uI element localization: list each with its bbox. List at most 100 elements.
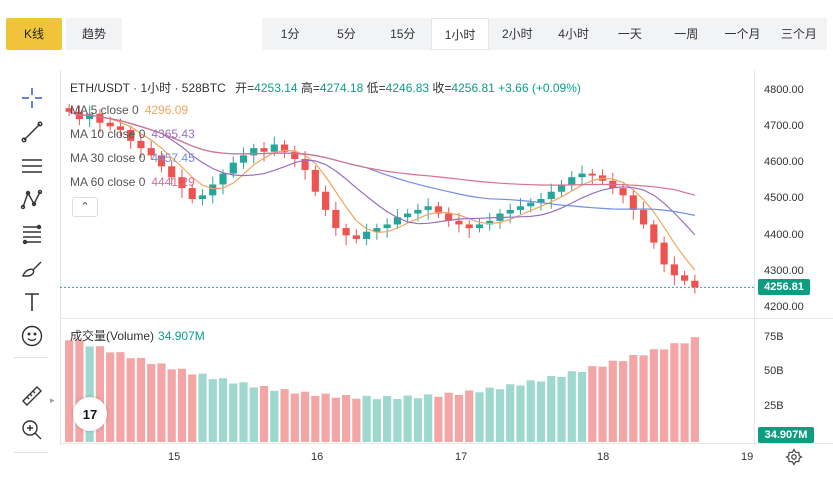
ma-line-60 bbox=[68, 111, 696, 196]
interval-2h[interactable]: 2小时 bbox=[501, 27, 533, 41]
volume-bar bbox=[126, 358, 135, 442]
volume-bar bbox=[454, 394, 464, 442]
candle-body bbox=[578, 173, 586, 178]
pattern-icon[interactable] bbox=[18, 186, 46, 214]
volume-bar bbox=[598, 366, 607, 442]
chart-area[interactable] bbox=[60, 70, 833, 445]
candle-body bbox=[445, 213, 453, 221]
volume-bar bbox=[259, 385, 269, 442]
volume-bar bbox=[372, 399, 381, 442]
tab-trend[interactable]: 趋势 bbox=[66, 18, 122, 50]
open-value: 4253.14 bbox=[254, 81, 298, 95]
candle-body bbox=[660, 242, 668, 265]
volume-bar bbox=[680, 343, 689, 442]
candle-body bbox=[332, 209, 340, 229]
volume-bar bbox=[75, 340, 84, 442]
volume-bar bbox=[424, 394, 433, 442]
volume-bar bbox=[239, 382, 248, 442]
text-icon[interactable] bbox=[18, 288, 46, 316]
volume-bar bbox=[516, 385, 525, 442]
interval-1h[interactable]: 1小时 bbox=[430, 18, 490, 50]
candle-body bbox=[209, 184, 217, 196]
interval-4h[interactable]: 4小时 bbox=[558, 27, 589, 41]
candle-body bbox=[137, 140, 145, 149]
ruler-icon[interactable] bbox=[18, 382, 46, 410]
volume-bar bbox=[198, 373, 207, 442]
date-tick: 15 bbox=[168, 451, 181, 463]
interval-1mo[interactable]: 一个月 bbox=[724, 27, 761, 41]
candle-body bbox=[301, 159, 309, 170]
candle-body bbox=[352, 235, 360, 239]
emoji-icon[interactable] bbox=[18, 322, 46, 350]
volume-bar bbox=[434, 396, 443, 442]
brush-icon[interactable] bbox=[18, 254, 46, 282]
candle-body bbox=[404, 213, 412, 218]
tab-kline[interactable]: K线 bbox=[6, 18, 62, 50]
interval-15m[interactable]: 15分 bbox=[390, 27, 416, 41]
horizontal-lines-icon[interactable] bbox=[18, 152, 46, 180]
fib-retracement-icon[interactable] bbox=[18, 220, 46, 248]
drawing-toolbar: ▸ bbox=[0, 70, 60, 470]
collapse-legend-button[interactable]: ⌃ bbox=[72, 197, 98, 217]
candle-body bbox=[486, 220, 494, 225]
volume-bar bbox=[639, 355, 648, 442]
chart-mode-tabs: K线 趋势 bbox=[6, 18, 122, 50]
gear-icon[interactable] bbox=[785, 448, 803, 466]
candle-body bbox=[475, 224, 484, 229]
crosshair-icon[interactable] bbox=[18, 84, 46, 112]
volume-bar bbox=[341, 395, 351, 442]
volume-tick: 75B bbox=[764, 331, 784, 343]
candle-body bbox=[383, 224, 391, 229]
candle-body bbox=[619, 188, 627, 196]
ma5-label: MA 5 close 0 bbox=[70, 103, 139, 117]
ma10-value: 4365.43 bbox=[151, 127, 195, 141]
zoom-in-icon[interactable] bbox=[18, 416, 46, 444]
pane-divider bbox=[60, 318, 833, 319]
volume-bar bbox=[536, 381, 546, 442]
interval-1w[interactable]: 一周 bbox=[674, 27, 699, 41]
volume-bar bbox=[352, 398, 361, 442]
volume-bar bbox=[331, 397, 340, 442]
interval-1m[interactable]: 1分 bbox=[280, 27, 300, 41]
candle-body bbox=[86, 113, 94, 120]
close-value: 4256.81 bbox=[451, 81, 495, 95]
volume-bar bbox=[444, 392, 453, 442]
interval-3mo[interactable]: 三个月 bbox=[780, 27, 817, 41]
candle-body bbox=[506, 209, 514, 214]
ma5-legend: MA 5 close 0 4296.09 bbox=[70, 103, 188, 117]
volume-bar bbox=[670, 343, 679, 442]
volume-bar bbox=[208, 379, 217, 442]
candle-body bbox=[465, 224, 473, 229]
candle-body bbox=[178, 177, 186, 189]
candle-body bbox=[516, 206, 525, 210]
volume-bar bbox=[495, 389, 505, 442]
volume-bar bbox=[188, 374, 197, 442]
interval-1d[interactable]: 一天 bbox=[617, 27, 642, 41]
candle-body bbox=[219, 173, 227, 185]
open-label: 开= bbox=[235, 81, 255, 95]
volume-label: 成交量(Volume) bbox=[70, 329, 155, 343]
volume-bar bbox=[270, 390, 279, 442]
candle-body bbox=[414, 209, 422, 214]
date-tick: 19 bbox=[741, 451, 754, 463]
candle-body bbox=[363, 231, 371, 239]
candle-body bbox=[537, 199, 545, 203]
last-volume-tag: 34.907M bbox=[758, 427, 814, 443]
candle-body bbox=[127, 129, 135, 141]
close-label: 收= bbox=[432, 81, 452, 95]
candle-body bbox=[342, 228, 350, 236]
ma10-label: MA 10 close 0 bbox=[70, 127, 146, 141]
candle-body bbox=[321, 191, 330, 210]
trend-line-icon[interactable] bbox=[18, 118, 46, 146]
interval-5m[interactable]: 5分 bbox=[337, 27, 356, 41]
candle-body bbox=[639, 209, 648, 225]
toolbar-expand-icon[interactable]: ▸ bbox=[50, 395, 55, 405]
volume-bar bbox=[300, 391, 310, 442]
ma5-value: 4296.09 bbox=[144, 103, 189, 117]
ohlc-legend: ETH/USDT · 1小时 · 528BTC 开=4253.14 高=4274… bbox=[70, 79, 581, 96]
candle-body bbox=[547, 191, 555, 199]
volume-bar bbox=[567, 371, 576, 442]
volume-bar bbox=[229, 383, 238, 442]
candle-body bbox=[188, 188, 196, 199]
candle-body bbox=[96, 113, 104, 123]
